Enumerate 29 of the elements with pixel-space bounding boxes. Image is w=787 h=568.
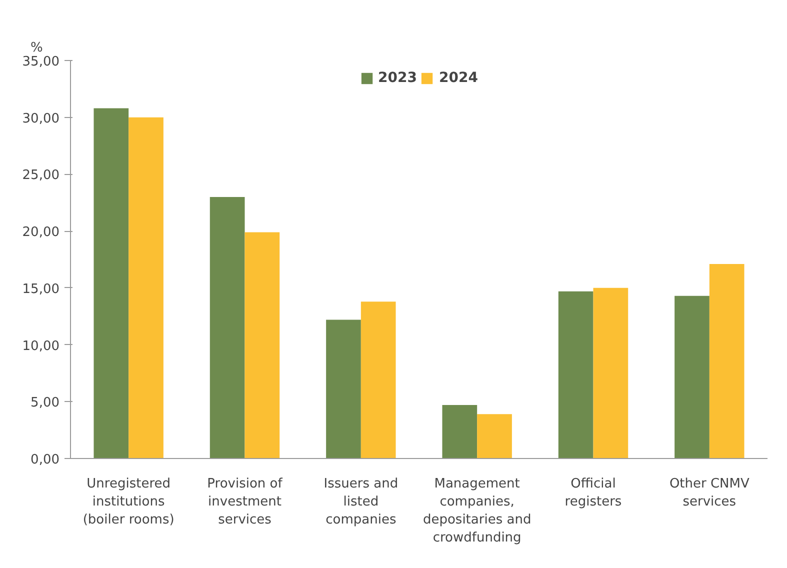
- bar: [442, 405, 478, 458]
- bar: [558, 291, 594, 458]
- bar: [477, 414, 512, 458]
- y-tick-label: 0,00: [30, 452, 60, 468]
- bar: [360, 302, 396, 458]
- x-tick-label: Official registers: [564, 476, 622, 510]
- legend-label: 2023: [378, 70, 417, 86]
- y-tick-label: 15,00: [22, 282, 60, 297]
- bar: [94, 108, 129, 458]
- x-tick-label: Management companies, depositaries and crowdfunding: [422, 476, 532, 546]
- bar: [709, 264, 744, 458]
- bar: [326, 320, 361, 458]
- bar: [593, 288, 628, 458]
- y-axis-title: %: [30, 40, 43, 56]
- y-tick-label: 25,00: [22, 168, 60, 184]
- y-tick-label: 35,00: [22, 54, 60, 70]
- x-tick-label: Issuers and listed companies: [324, 476, 398, 528]
- y-tick-label: 10,00: [22, 338, 60, 354]
- legend-label: 2024: [439, 70, 478, 86]
- bar: [210, 196, 245, 458]
- bar: [244, 232, 280, 458]
- x-tick-label: Provision of investment services: [207, 476, 283, 528]
- y-tick-label: 30,00: [22, 111, 60, 126]
- x-tick-label: Unregistered institutions (boiler rooms): [82, 476, 174, 528]
- y-tick-label: 5,00: [30, 396, 60, 411]
- x-tick-label: Other CNMV services: [669, 476, 750, 510]
- bar: [674, 296, 710, 458]
- y-tick-label: 20,00: [22, 225, 60, 240]
- bar: [128, 117, 164, 458]
